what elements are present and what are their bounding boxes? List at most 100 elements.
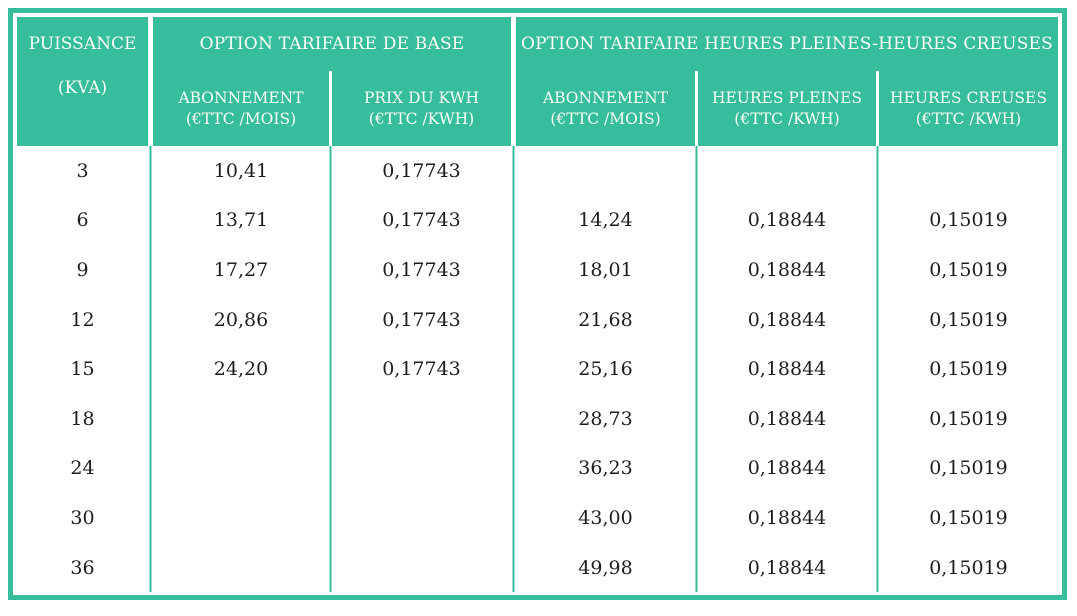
- column-divider: [329, 294, 332, 345]
- column-divider: [876, 542, 879, 593]
- cell-base-prix-kwh: [332, 493, 511, 543]
- header-puissance: PUISSANCE (KVA): [17, 17, 148, 146]
- cell-puissance: 15: [17, 344, 148, 394]
- cell-puissance: 6: [17, 195, 148, 246]
- column-divider: [876, 443, 879, 494]
- cell-base-prix-kwh: 0,17743: [332, 344, 511, 394]
- cell-puissance: 36: [17, 542, 148, 593]
- cell-heures-creuses: 0,15019: [879, 542, 1058, 593]
- cell-puissance: 30: [17, 493, 148, 543]
- cell-heures-pleines: 0,18844: [698, 393, 876, 444]
- column-divider: [695, 493, 698, 543]
- header-hphc-abonnement: ABONNEMENT (€TTC /MOIS): [516, 71, 695, 146]
- header-group-hphc: OPTION TARIFAIRE HEURES PLEINES-HEURES C…: [516, 17, 1058, 71]
- column-divider: [876, 294, 879, 345]
- cell-base-prix-kwh: [332, 443, 511, 494]
- column-divider: [329, 245, 332, 295]
- cell-puissance: 9: [17, 245, 148, 295]
- column-divider: [876, 146, 879, 196]
- column-divider: [695, 443, 698, 494]
- header-heures-creuses-label: HEURES CREUSES: [890, 88, 1047, 107]
- cell-base-abonnement: 13,71: [153, 195, 329, 246]
- table-frame: PUISSANCE (KVA) OPTION TARIFAIRE DE BASE…: [8, 8, 1067, 600]
- column-divider: [876, 493, 879, 543]
- cell-heures-pleines: [698, 146, 876, 196]
- column-divider: [511, 146, 516, 196]
- column-divider: [511, 245, 516, 295]
- cell-base-prix-kwh: 0,17743: [332, 195, 511, 246]
- column-divider: [329, 443, 332, 494]
- column-divider: [876, 344, 879, 394]
- header-base-prix-kwh-label: PRIX DU KWH: [363, 88, 480, 107]
- column-divider: [148, 493, 153, 543]
- column-divider: [511, 493, 516, 543]
- header-base-abonnement-unit: (€TTC /MOIS): [185, 109, 297, 128]
- column-divider: [329, 393, 332, 444]
- cell-hphc-abonnement: 21,68: [516, 294, 695, 345]
- column-divider: [329, 542, 332, 593]
- cell-base-abonnement: [153, 542, 329, 593]
- column-divider: [695, 393, 698, 444]
- cell-base-abonnement: 17,27: [153, 245, 329, 295]
- header-heures-creuses-unit: (€TTC /KWH): [915, 109, 1022, 128]
- cell-hphc-abonnement: 36,23: [516, 443, 695, 494]
- header-puissance-unit: (KVA): [57, 78, 108, 98]
- column-divider: [148, 393, 153, 444]
- cell-heures-pleines: 0,18844: [698, 542, 876, 593]
- header-puissance-label: PUISSANCE: [28, 34, 137, 54]
- cell-base-abonnement: [153, 493, 329, 543]
- column-divider: [511, 344, 516, 394]
- column-divider: [511, 195, 516, 246]
- cell-hphc-abonnement: 43,00: [516, 493, 695, 543]
- cell-base-prix-kwh: [332, 393, 511, 444]
- cell-base-prix-kwh: 0,17743: [332, 245, 511, 295]
- cell-heures-creuses: 0,15019: [879, 493, 1058, 543]
- cell-heures-creuses: 0,15019: [879, 245, 1058, 295]
- column-divider: [329, 344, 332, 394]
- header-base-abonnement-label: ABONNEMENT: [178, 88, 304, 107]
- cell-heures-pleines: 0,18844: [698, 195, 876, 246]
- cell-heures-creuses: 0,15019: [879, 443, 1058, 494]
- column-divider: [695, 294, 698, 345]
- column-divider: [148, 146, 153, 196]
- header-group-base: OPTION TARIFAIRE DE BASE: [153, 17, 511, 71]
- column-divider: [148, 245, 153, 295]
- cell-base-abonnement: 24,20: [153, 344, 329, 394]
- cell-hphc-abonnement: 49,98: [516, 542, 695, 593]
- cell-hphc-abonnement: 14,24: [516, 195, 695, 246]
- header-heures-pleines-label: HEURES PLEINES: [711, 88, 863, 107]
- header-hphc-abonnement-label: ABONNEMENT: [542, 88, 669, 107]
- cell-base-prix-kwh: 0,17743: [332, 294, 511, 345]
- column-divider: [148, 344, 153, 394]
- column-divider: [148, 294, 153, 345]
- cell-heures-creuses: 0,15019: [879, 344, 1058, 394]
- cell-heures-pleines: 0,18844: [698, 443, 876, 494]
- column-divider: [695, 195, 698, 246]
- cell-heures-creuses: [879, 146, 1058, 196]
- column-divider: [876, 195, 879, 246]
- cell-base-prix-kwh: 0,17743: [332, 146, 511, 196]
- cell-puissance: 18: [17, 393, 148, 444]
- cell-base-abonnement: 10,41: [153, 146, 329, 196]
- column-divider: [511, 393, 516, 444]
- column-divider: [148, 542, 153, 593]
- column-divider: [329, 195, 332, 246]
- cell-hphc-abonnement: 18,01: [516, 245, 695, 295]
- cell-heures-pleines: 0,18844: [698, 245, 876, 295]
- cell-heures-pleines: 0,18844: [698, 344, 876, 394]
- cell-heures-creuses: 0,15019: [879, 393, 1058, 444]
- cell-heures-creuses: 0,15019: [879, 195, 1058, 246]
- cell-hphc-abonnement: 28,73: [516, 393, 695, 444]
- column-divider: [329, 493, 332, 543]
- column-divider: [876, 393, 879, 444]
- cell-base-prix-kwh: [332, 542, 511, 593]
- cell-puissance: 12: [17, 294, 148, 345]
- cell-puissance: 3: [17, 146, 148, 196]
- column-divider: [695, 542, 698, 593]
- column-divider: [695, 146, 698, 196]
- cell-heures-pleines: 0,18844: [698, 493, 876, 543]
- column-divider: [148, 195, 153, 246]
- cell-base-abonnement: [153, 393, 329, 444]
- header-base-prix-kwh: PRIX DU KWH (€TTC /KWH): [332, 71, 511, 146]
- column-divider: [695, 245, 698, 295]
